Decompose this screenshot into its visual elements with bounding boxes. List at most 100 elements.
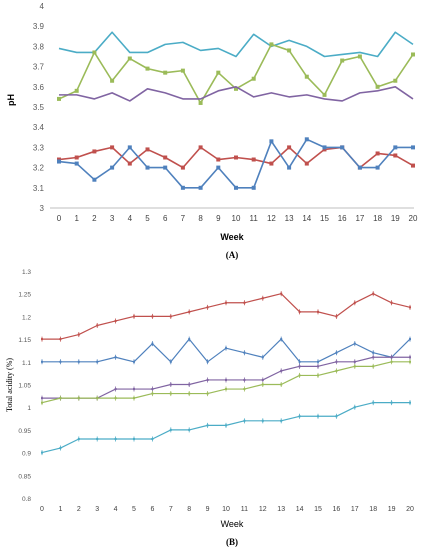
data-point <box>375 151 380 156</box>
data-point <box>393 78 398 83</box>
data-point <box>251 185 256 190</box>
data-point <box>41 397 43 400</box>
data-point <box>375 84 380 89</box>
series-1 <box>58 31 414 58</box>
data-point <box>77 333 80 336</box>
data-point <box>298 365 301 368</box>
data-point <box>353 406 356 409</box>
data-point <box>411 163 415 168</box>
data-point <box>206 378 209 381</box>
data-point <box>188 338 191 341</box>
data-point <box>372 292 375 295</box>
data-point <box>298 310 301 313</box>
y-tick-label: 3.8 <box>33 42 45 51</box>
x-tick-label: 8 <box>187 506 191 513</box>
x-tick-label: 11 <box>241 506 248 513</box>
data-point <box>133 360 135 363</box>
x-tick-label: 10 <box>222 506 230 513</box>
data-point <box>151 437 154 440</box>
x-axis-title: Week <box>220 232 244 242</box>
data-point <box>133 397 135 400</box>
data-point <box>317 415 319 418</box>
x-tick-label: 15 <box>314 506 322 513</box>
x-tick-label: 19 <box>388 506 396 513</box>
x-tick-label: 7 <box>169 506 173 513</box>
data-point <box>151 315 154 318</box>
data-point <box>127 145 132 150</box>
x-tick-label: 8 <box>198 214 203 223</box>
data-point <box>322 92 327 97</box>
data-point <box>298 360 301 363</box>
data-point <box>114 356 117 359</box>
data-point <box>317 360 319 363</box>
x-tick-label: 5 <box>132 506 136 513</box>
y-tick-label: 3.9 <box>33 22 45 31</box>
series-4 <box>41 359 411 406</box>
data-point <box>372 351 375 354</box>
data-point <box>57 157 61 162</box>
data-point <box>169 392 172 395</box>
y-tick-label: 3.5 <box>33 103 45 112</box>
data-point <box>169 383 172 386</box>
data-point <box>41 451 43 454</box>
y-tick-label: 1.15 <box>18 337 31 344</box>
data-point <box>206 392 209 395</box>
data-point <box>92 50 97 55</box>
data-point <box>133 315 135 318</box>
data-point <box>151 388 154 391</box>
y-tick-label: 1.05 <box>18 383 31 390</box>
data-point <box>353 365 356 368</box>
y-tick-label: 1.2 <box>22 314 31 321</box>
x-tick-label: 17 <box>355 214 364 223</box>
data-point <box>243 301 246 304</box>
data-point <box>41 401 43 404</box>
x-tick-label: 18 <box>373 214 382 223</box>
x-tick-label: 15 <box>320 214 329 223</box>
data-point <box>261 378 264 381</box>
data-point <box>110 78 115 83</box>
data-point <box>206 360 209 363</box>
data-point <box>77 437 80 440</box>
y-axis-title: Total acidity (%) <box>5 358 14 412</box>
y-tick-label: 4 <box>40 2 45 11</box>
y-tick-label: 0.85 <box>18 473 31 480</box>
data-point <box>96 360 99 363</box>
data-point <box>169 428 172 431</box>
data-point <box>335 369 338 372</box>
y-tick-label: 0.8 <box>22 496 31 503</box>
data-point <box>269 139 274 144</box>
x-tick-label: 18 <box>369 506 377 513</box>
data-point <box>225 301 227 304</box>
data-point <box>59 447 62 450</box>
data-point <box>393 145 398 150</box>
data-point <box>216 165 221 170</box>
x-tick-label: 3 <box>95 506 99 513</box>
data-point <box>287 165 292 170</box>
data-point <box>59 338 62 341</box>
x-tick-label: 7 <box>181 214 186 223</box>
data-point <box>188 310 191 313</box>
data-point <box>145 66 150 71</box>
data-point <box>59 360 62 363</box>
data-point <box>409 356 411 359</box>
data-point <box>340 58 345 63</box>
x-tick-label: 0 <box>57 214 62 223</box>
series-2 <box>57 42 415 105</box>
data-point <box>225 378 227 381</box>
data-point <box>74 155 79 160</box>
data-point <box>409 306 411 309</box>
data-point <box>243 388 246 391</box>
data-point <box>304 74 309 79</box>
data-point <box>280 383 283 386</box>
data-point <box>74 161 79 166</box>
data-point <box>317 365 319 368</box>
data-point <box>96 324 99 327</box>
data-point <box>304 137 309 142</box>
x-tick-label: 9 <box>216 214 221 223</box>
data-point <box>234 86 238 91</box>
data-point <box>92 149 97 154</box>
y-tick-label: 3 <box>40 204 45 213</box>
data-point <box>287 145 292 150</box>
data-point <box>145 147 150 152</box>
data-point <box>198 145 203 150</box>
